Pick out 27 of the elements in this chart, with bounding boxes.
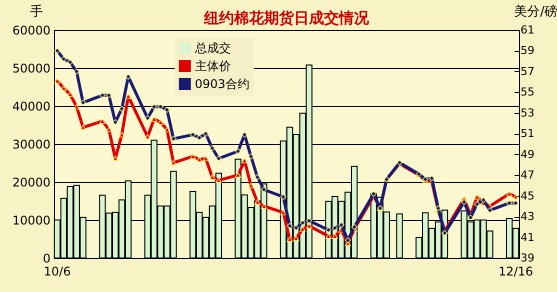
y-tick-label: 50000 <box>12 62 50 76</box>
y2-tick-label: 55 <box>520 86 534 99</box>
y-tick-label: 60000 <box>12 24 50 38</box>
y2-tick-label: 47 <box>520 168 534 182</box>
y-axis-title: 手 <box>30 4 43 20</box>
x-tick-label: 10/6 <box>44 264 71 278</box>
legend-label: 0903合约 <box>194 77 250 91</box>
x-tick-label: 12/16 <box>498 264 534 278</box>
y-tick-label: 20000 <box>12 176 50 190</box>
y-tick-label: 30000 <box>12 138 50 152</box>
chart-title: 纽约棉花期货日成交情况 <box>203 9 370 27</box>
y2-tick-label: 51 <box>520 127 534 140</box>
y2-tick-label: 49 <box>520 148 534 161</box>
y2-tick-label: 41 <box>520 230 534 244</box>
y2-tick-label: 57 <box>520 64 534 78</box>
y2-axis-title: 美分/磅 <box>514 4 557 20</box>
y-tick-label: 10000 <box>12 214 50 228</box>
y-tick-label: 0 <box>42 252 50 266</box>
y2-tick-label: 53 <box>520 106 534 120</box>
y2-tick-label: 43 <box>520 210 534 224</box>
legend-label: 总成交 <box>194 41 231 55</box>
y2-tick-label: 61 <box>520 24 534 36</box>
y2-tick-label: 39 <box>520 252 534 264</box>
y2-tick-label: 45 <box>520 189 534 202</box>
legend-label: 主体价 <box>194 59 231 73</box>
y-tick-label: 40000 <box>12 100 50 114</box>
y2-tick-label: 59 <box>520 44 534 58</box>
